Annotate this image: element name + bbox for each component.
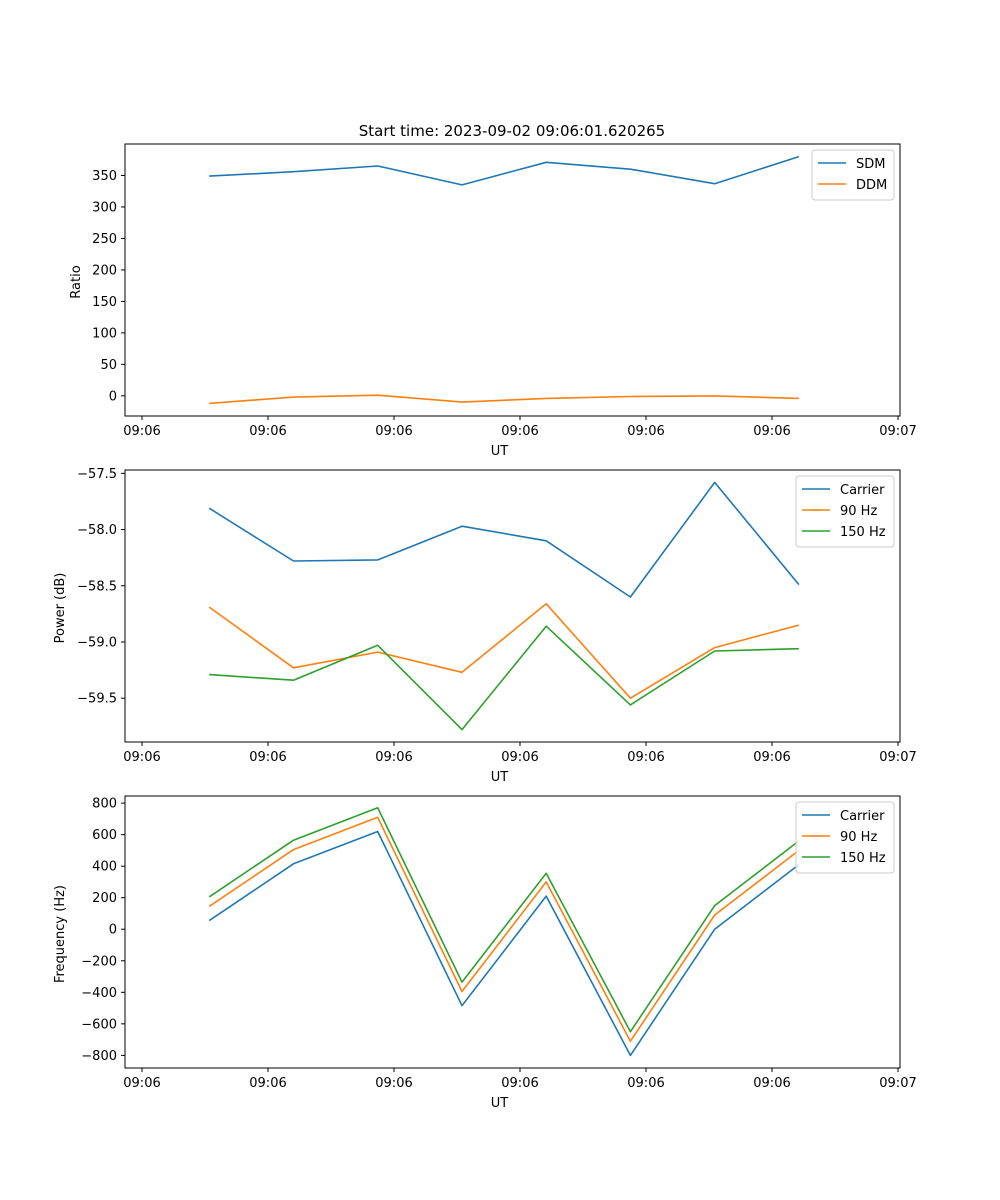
frequency-y-tick-label: 0	[109, 923, 117, 938]
power-y-tick-label: −58.5	[77, 579, 117, 594]
power-x-tick-label: 09:06	[627, 750, 664, 765]
frequency-chart: 09:06 09:06 09:06 09:06 09:06 09:06 09:07 −800 −…	[53, 795, 917, 1111]
frequency-y-tick-label: −200	[81, 954, 117, 969]
ratio-x-tick-label: 09:07	[879, 424, 916, 439]
ratio-legend-label: SDM	[856, 157, 885, 172]
ratio-y-axis-label: Ratio	[69, 265, 84, 298]
power-series-line-150-hz	[209, 625, 799, 731]
frequency-legend-label: 150 Hz	[840, 851, 886, 866]
ratio-legend-label: DDM	[856, 178, 887, 193]
frequency-series-line-carrier	[208, 830, 800, 1057]
frequency-y-tick-label: 200	[92, 891, 117, 906]
frequency-x-tick-label: 09:06	[753, 1076, 790, 1091]
frequency-y-axis-label: Frequency (Hz)	[53, 885, 68, 983]
ratio-axes-frame	[124, 143, 901, 417]
frequency-y-tick-label: −400	[81, 986, 117, 1001]
ratio-x-tick-label: 09:06	[753, 424, 790, 439]
power-series-line-90-hz	[208, 602, 800, 700]
power-axes-frame	[124, 469, 901, 743]
power-x-tick-label: 09:06	[753, 750, 790, 765]
frequency-y-tick-label: 600	[92, 828, 117, 843]
ratio-series-line-sdm	[209, 155, 800, 186]
power-x-tick-label: 09:07	[879, 750, 916, 765]
frequency-x-tick-label: 09:06	[249, 1076, 286, 1091]
ratio-legend: SDM DDM	[811, 149, 895, 201]
power-series-line-carrier	[208, 481, 800, 598]
power-legend-box	[795, 475, 895, 548]
frequency-y-tick-label: 400	[92, 860, 117, 875]
ratio-series-line-ddm	[209, 394, 799, 405]
frequency-y-tick-label: −800	[81, 1049, 117, 1064]
ratio-x-tick-label: 09:06	[375, 424, 412, 439]
power-x-tick-label: 09:06	[501, 750, 538, 765]
frequency-series-line-150-hz	[208, 806, 800, 1033]
power-y-tick-label: −59.0	[77, 635, 117, 650]
power-legend-label: 90 Hz	[840, 504, 877, 519]
power-y-tick-label: −59.5	[77, 692, 117, 707]
ratio-y-tick-label: 0	[109, 389, 117, 404]
frequency-x-tick-label: 09:07	[879, 1076, 916, 1091]
power-x-tick-label: 09:06	[249, 750, 286, 765]
ratio-y-tick-label: 50	[100, 358, 117, 373]
ratio-x-tick-label: 09:06	[123, 424, 160, 439]
power-y-axis-label: Power (dB)	[53, 573, 68, 644]
frequency-axes-frame	[124, 795, 901, 1069]
frequency-y-tick-label: 800	[92, 797, 117, 812]
power-x-tick-label: 09:06	[375, 750, 412, 765]
ratio-x-axis-label: UT	[491, 444, 509, 459]
ratio-x-tick-label: 09:06	[501, 424, 538, 439]
frequency-x-tick-label: 09:06	[375, 1076, 412, 1091]
frequency-x-tick-label: 09:06	[627, 1076, 664, 1091]
frequency-legend-label: Carrier	[840, 809, 885, 824]
figure-title: Start time: 2023-09-02 09:06:01.620265	[359, 122, 665, 140]
ratio-y-tick-label: 300	[92, 200, 117, 215]
frequency-series-line-90-hz	[208, 816, 800, 1042]
ratio-y-tick-label: 100	[92, 326, 117, 341]
ratio-y-tick-label: 250	[92, 232, 117, 247]
power-y-tick-label: −57.5	[77, 467, 117, 482]
frequency-x-tick-label: 09:06	[123, 1076, 160, 1091]
power-x-tick-label: 09:06	[123, 750, 160, 765]
power-legend: Carrier 90 Hz 150 Hz	[795, 475, 895, 548]
ratio-chart: 09:06 09:06 09:06 09:06 09:06 09:06 09:07 0 50 10…	[69, 143, 917, 459]
frequency-x-tick-label: 09:06	[501, 1076, 538, 1091]
frequency-y-tick-label: −600	[81, 1017, 117, 1032]
ratio-y-tick-label: 350	[92, 169, 117, 184]
power-x-axis-label: UT	[491, 770, 509, 785]
power-legend-label: Carrier	[840, 483, 885, 498]
ratio-y-tick-label: 150	[92, 295, 117, 310]
ratio-x-tick-label: 09:06	[627, 424, 664, 439]
ratio-y-tick-label: 200	[92, 263, 117, 278]
power-y-tick-label: −58.0	[77, 523, 117, 538]
ratio-x-tick-label: 09:06	[249, 424, 286, 439]
frequency-x-axis-label: UT	[491, 1096, 509, 1111]
frequency-legend-label: 90 Hz	[840, 830, 877, 845]
frequency-legend-box	[795, 801, 895, 874]
power-legend-label: 150 Hz	[840, 525, 886, 540]
power-chart: 09:06 09:06 09:06 09:06 09:06 09:06 09:07 −59.5…	[53, 467, 917, 785]
frequency-legend: Carrier 90 Hz 150 Hz	[795, 801, 895, 874]
